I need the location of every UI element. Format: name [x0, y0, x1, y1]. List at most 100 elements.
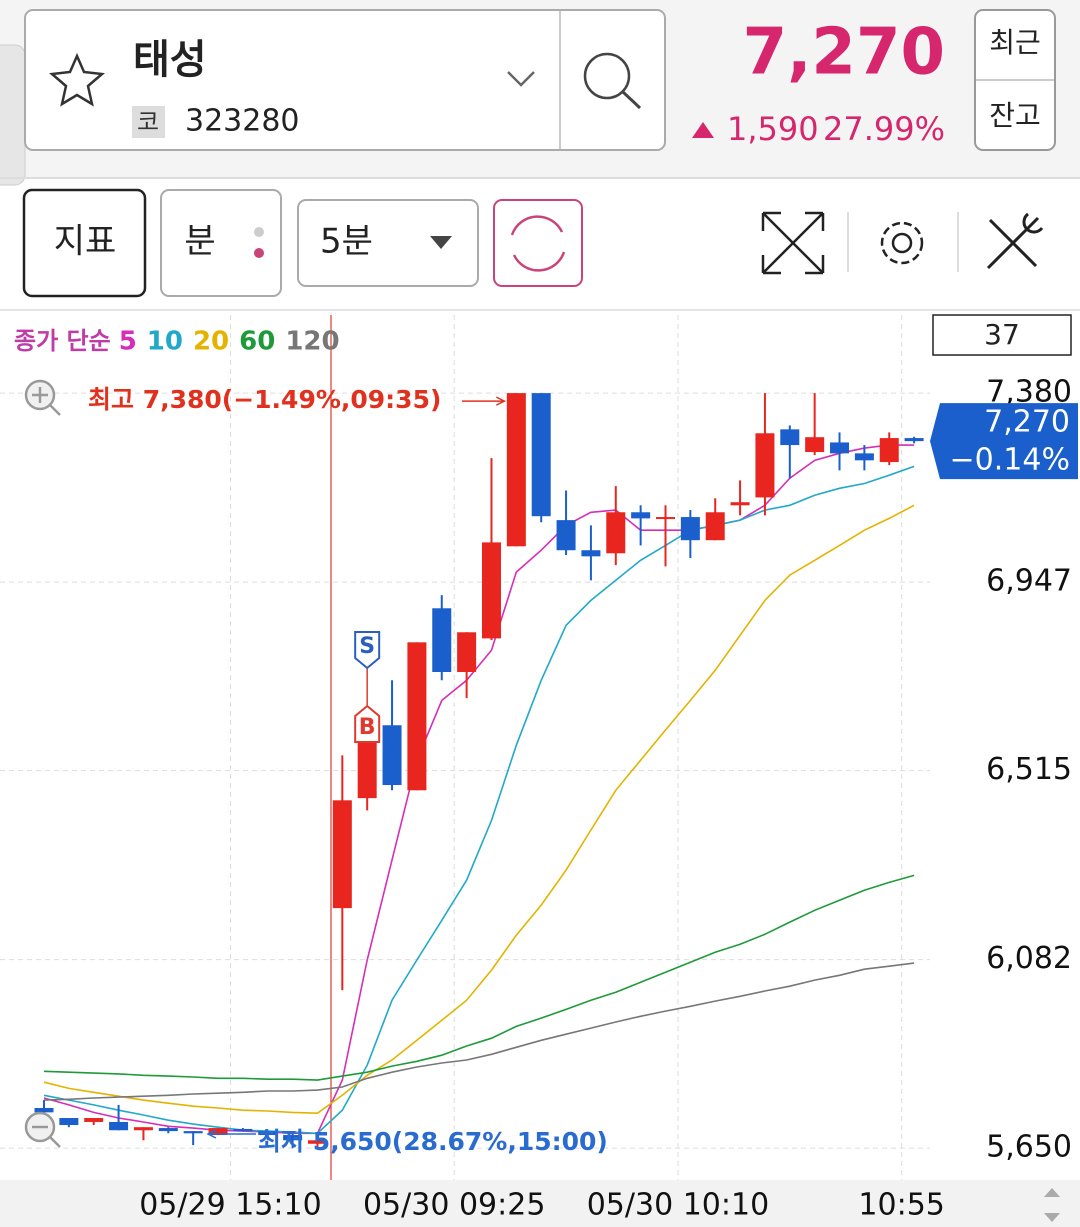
low-annotation: 최저 5,650(28.67%,15:00) — [258, 1127, 608, 1156]
candle-body — [109, 1121, 129, 1131]
x-tick-label: 05/29 15:10 — [139, 1188, 321, 1223]
y-tick-label: 6,082 — [986, 941, 1072, 976]
price: 7,270 — [743, 16, 945, 90]
candle-body — [904, 438, 924, 442]
candle-body — [656, 517, 675, 520]
candle-body — [556, 520, 576, 551]
candle-body — [755, 433, 775, 498]
candle-body — [854, 453, 874, 461]
candle-body — [879, 438, 899, 463]
legend-label: 종가 단순 — [14, 327, 111, 355]
sell-marker — [354, 631, 381, 670]
candle-body — [208, 1128, 228, 1136]
candle-body — [531, 393, 551, 517]
candle-body — [133, 1127, 153, 1131]
interval-label: 5분 — [320, 222, 373, 262]
settings-center — [891, 232, 913, 254]
buy-marker — [354, 704, 381, 743]
high-annotation: 최고 7,380(−1.49%,09:35) — [88, 385, 441, 414]
legend-entry: 120 — [285, 327, 339, 357]
balance-button[interactable]: 잔고 — [989, 99, 1041, 132]
candle-body — [357, 740, 377, 799]
candle-body — [631, 512, 651, 519]
legend-entry: 5 — [119, 327, 137, 357]
indicator-button[interactable] — [22, 188, 147, 298]
ma-line — [43, 504, 915, 1115]
candle-body — [581, 550, 601, 557]
x-axis-bg — [0, 1180, 1080, 1227]
settings-icon[interactable] — [880, 221, 924, 265]
candle-body — [730, 502, 750, 506]
y-tick-label: 6,515 — [986, 752, 1072, 787]
minute-button[interactable] — [160, 189, 282, 297]
ma-line — [43, 874, 915, 1081]
interval-select[interactable] — [297, 199, 479, 287]
candle-body — [158, 1128, 178, 1132]
candle-body — [432, 608, 452, 672]
candle-body — [307, 1140, 327, 1144]
candle-body — [705, 512, 725, 541]
badge-text: 코 — [137, 108, 159, 136]
volume-box — [932, 314, 1072, 356]
candle-body — [59, 1118, 79, 1126]
zoom-out-glyph — [32, 1125, 61, 1148]
scroll-arrows[interactable] — [1044, 1188, 1060, 1222]
refresh-icon — [510, 215, 566, 272]
candle-body — [407, 642, 427, 791]
candle-body — [606, 512, 626, 554]
candle-body — [680, 517, 700, 541]
dot — [254, 227, 264, 237]
volume-text: 37 — [984, 318, 1020, 351]
zoom-in-glyph — [32, 387, 61, 416]
x-tick-label: 10:55 — [858, 1188, 944, 1223]
y-tick-label: 6,947 — [986, 564, 1072, 599]
candle-body — [481, 542, 501, 639]
tools-icon[interactable] — [986, 212, 1044, 270]
candle-body — [258, 1131, 278, 1136]
candle-body — [457, 632, 477, 672]
candle-body — [382, 725, 402, 786]
up-arrow — [692, 122, 714, 138]
x-tick-label: 05/30 10:10 — [587, 1188, 769, 1223]
stock-card[interactable] — [24, 9, 666, 151]
candle-body — [805, 437, 825, 453]
ma-line — [43, 444, 915, 1135]
dropdown-icon[interactable] — [507, 71, 535, 87]
candle-body — [780, 429, 800, 446]
refresh-button[interactable] — [493, 199, 583, 287]
price-tag-value: 7,270 — [984, 405, 1070, 440]
change-pct: 27.99% — [823, 110, 945, 148]
dot — [254, 248, 264, 258]
expand-icon[interactable] — [761, 211, 825, 275]
candle-body — [283, 1135, 303, 1141]
side-tab[interactable] — [0, 44, 26, 186]
price-tag-change: −0.14% — [950, 443, 1070, 478]
legend-entry: 20 — [193, 327, 229, 357]
stock-code: 323280 — [185, 104, 300, 139]
candle-body — [506, 393, 526, 547]
price-tag — [930, 403, 1078, 480]
low-arrow — [206, 1129, 256, 1139]
candle-body — [183, 1131, 203, 1134]
candle-body — [84, 1118, 104, 1122]
legend-entry: 60 — [239, 327, 275, 357]
indicator-label: 지표 — [54, 222, 117, 262]
search-handle — [621, 90, 642, 110]
high-arrow — [462, 396, 507, 406]
star-icon[interactable] — [49, 52, 105, 107]
legend-entry: 10 — [147, 327, 183, 357]
search-icon[interactable] — [583, 52, 631, 100]
candle-body — [34, 1107, 54, 1113]
candle-body — [332, 800, 352, 909]
ma-line — [43, 465, 915, 1135]
sell-text: S — [359, 634, 375, 659]
candle-body — [233, 1128, 253, 1132]
minute-label: 분 — [184, 222, 215, 262]
recent-button[interactable]: 최근 — [989, 26, 1041, 59]
x-tick-label: 05/30 09:25 — [363, 1188, 545, 1223]
select-arrow — [430, 236, 452, 249]
buy-text: B — [359, 715, 376, 740]
ma-line — [43, 962, 915, 1101]
